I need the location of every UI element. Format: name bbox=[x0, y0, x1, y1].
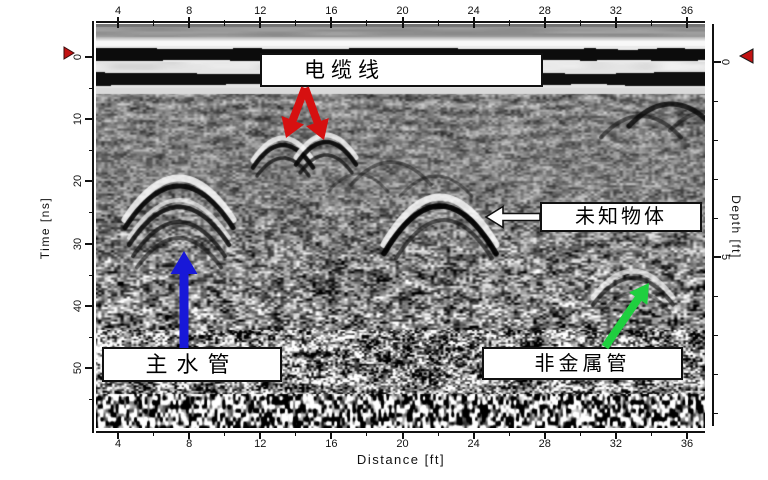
distance-top-tick bbox=[188, 17, 191, 28]
time-tick bbox=[85, 180, 94, 183]
distance-bottom-minor-tick bbox=[437, 431, 439, 436]
distance-top-tick-label: 8 bbox=[186, 5, 193, 17]
distance-top-tick-label: 12 bbox=[254, 5, 267, 17]
distance-bottom-tick bbox=[259, 431, 262, 439]
distance-bottom-tick-label: 28 bbox=[538, 438, 551, 450]
distance-bottom-tick bbox=[614, 431, 617, 439]
depth-tick bbox=[712, 256, 721, 258]
distance-top-minor-tick bbox=[224, 20, 226, 26]
time-tick-label: 20 bbox=[72, 175, 84, 188]
distance-bottom-minor-tick bbox=[650, 431, 652, 436]
depth-minor-tick bbox=[712, 178, 718, 180]
depth-minor-tick bbox=[712, 295, 718, 297]
distance-top-minor-tick bbox=[295, 20, 297, 26]
depth-minor-tick bbox=[712, 100, 718, 102]
distance-top-tick-label: 20 bbox=[396, 5, 409, 17]
distance-bottom-tick bbox=[401, 431, 404, 439]
distance-top-tick bbox=[472, 17, 475, 28]
distance-top-tick-label: 28 bbox=[538, 5, 551, 17]
distance-bottom-tick bbox=[188, 431, 191, 439]
time-tick bbox=[85, 304, 94, 307]
time-minor-tick bbox=[89, 87, 94, 89]
distance-axis-title: Distance [ft] bbox=[356, 452, 446, 467]
nonmetal-pipe-label-box: 非金属管 bbox=[482, 347, 683, 380]
distance-top-tick bbox=[686, 17, 688, 28]
distance-top-tick bbox=[401, 17, 404, 28]
right-axis-line bbox=[712, 24, 714, 426]
depth-minor-tick bbox=[712, 334, 718, 336]
time-axis-title: Time [ns] bbox=[38, 196, 52, 260]
time-minor-tick bbox=[89, 398, 94, 400]
unknown-object-label-box: 未知物体 bbox=[540, 202, 702, 232]
distance-bottom-tick-label: 12 bbox=[254, 438, 267, 450]
distance-bottom-tick-label: 8 bbox=[186, 438, 193, 450]
depth-minor-tick bbox=[712, 139, 718, 141]
distance-top-tick-label: 32 bbox=[609, 5, 622, 17]
distance-top-tick bbox=[259, 17, 262, 28]
time-minor-tick bbox=[89, 336, 94, 338]
distance-bottom-minor-tick bbox=[224, 431, 226, 436]
time-tick bbox=[85, 56, 94, 58]
water-main-label-text: 主水管 bbox=[145, 352, 239, 377]
distance-top-tick bbox=[543, 17, 546, 28]
distance-bottom-minor-tick bbox=[295, 431, 297, 436]
nonmetal-pipe-label-text: 非金属管 bbox=[534, 353, 631, 375]
time-tick-label: 10 bbox=[72, 113, 84, 126]
distance-bottom-tick-label: 20 bbox=[396, 438, 409, 450]
distance-top-minor-tick bbox=[366, 20, 368, 26]
distance-bottom-tick bbox=[330, 431, 333, 439]
time-tick-label: 40 bbox=[72, 299, 84, 313]
bottom-axis-line bbox=[96, 431, 705, 433]
time-minor-tick bbox=[89, 211, 94, 213]
distance-bottom-tick bbox=[117, 431, 119, 439]
depth-minor-tick bbox=[712, 412, 718, 414]
depth-tick-label: 5 bbox=[719, 253, 731, 261]
time-tick-label: 30 bbox=[72, 237, 84, 250]
depth-zero-marker-icon bbox=[738, 48, 754, 64]
depth-tick-label: 0 bbox=[719, 58, 731, 66]
depth-axis-title: Depth [ft] bbox=[729, 195, 743, 259]
depth-tick bbox=[712, 61, 721, 63]
distance-top-tick bbox=[117, 17, 119, 28]
distance-bottom-tick-label: 36 bbox=[680, 438, 694, 450]
distance-bottom-tick-label: 32 bbox=[609, 438, 622, 450]
distance-bottom-tick-label: 16 bbox=[325, 438, 338, 450]
distance-top-minor-tick bbox=[579, 20, 581, 26]
distance-bottom-tick bbox=[543, 431, 546, 439]
distance-top-tick-label: 16 bbox=[325, 5, 338, 17]
distance-top-tick bbox=[330, 17, 333, 28]
distance-top-minor-tick bbox=[650, 20, 652, 26]
distance-bottom-minor-tick bbox=[153, 431, 155, 436]
distance-top-minor-tick bbox=[508, 20, 510, 26]
water-main-label-box: 主水管 bbox=[102, 347, 282, 382]
depth-minor-tick bbox=[712, 217, 718, 219]
time-tick bbox=[85, 118, 94, 121]
unknown-object-label-text: 未知物体 bbox=[575, 206, 667, 228]
distance-bottom-tick-label: 4 bbox=[114, 438, 122, 450]
distance-top-minor-tick bbox=[437, 20, 439, 26]
distance-top-tick-label: 36 bbox=[680, 5, 694, 17]
cable-label-box: 电缆线 bbox=[260, 53, 543, 87]
distance-top-minor-tick bbox=[153, 20, 155, 26]
top-axis-line bbox=[96, 21, 705, 23]
time-tick bbox=[85, 242, 94, 245]
distance-top-tick-label: 4 bbox=[114, 5, 122, 17]
distance-bottom-tick bbox=[686, 431, 688, 439]
distance-bottom-minor-tick bbox=[579, 431, 581, 436]
distance-bottom-tick bbox=[472, 431, 475, 439]
left-axis-line bbox=[92, 21, 94, 433]
distance-bottom-minor-tick bbox=[366, 431, 368, 436]
distance-bottom-minor-tick bbox=[508, 431, 510, 436]
distance-top-tick bbox=[614, 17, 617, 28]
cable-label-text: 电缆线 bbox=[304, 58, 385, 82]
time-tick-label: 50 bbox=[72, 362, 84, 375]
time-minor-tick bbox=[89, 149, 94, 151]
distance-top-tick-label: 24 bbox=[467, 5, 480, 17]
time-tick bbox=[85, 367, 94, 370]
depth-minor-tick bbox=[712, 373, 718, 375]
time-tick-label: 0 bbox=[72, 53, 84, 61]
time-minor-tick bbox=[89, 274, 94, 276]
distance-bottom-tick-label: 24 bbox=[467, 438, 480, 450]
